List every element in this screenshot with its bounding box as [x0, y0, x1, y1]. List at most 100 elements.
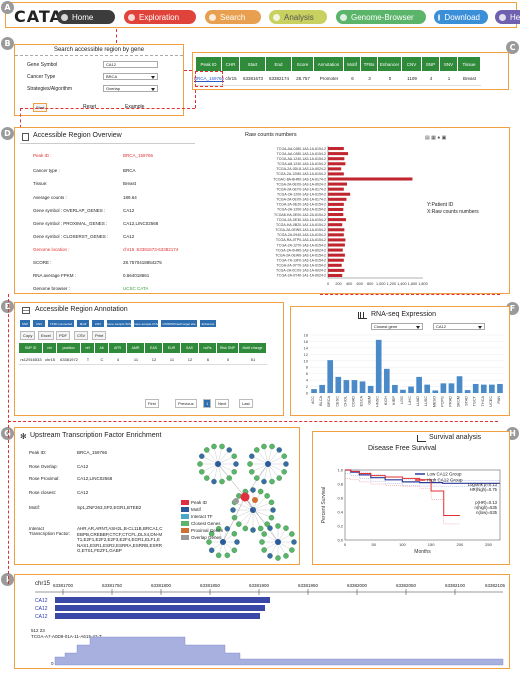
chevron-down-icon	[478, 326, 482, 329]
start-button[interactable]: Start	[33, 103, 48, 112]
pager-next-button[interactable]: Next	[215, 399, 230, 408]
annotation-tab[interactable]: CRISPR/Cas9 target site	[161, 320, 197, 327]
nav-label: Exploration	[139, 12, 180, 22]
annotation-cell: 0	[217, 354, 239, 365]
annotation-tab[interactable]: SNP	[20, 320, 30, 327]
export-print-button[interactable]: Print	[92, 331, 107, 340]
overview-field-label: Cancer type :	[33, 168, 60, 173]
y-tick-label: TCGA-2A-0DL8-1A3-1A-6024-2	[276, 167, 326, 171]
label-a: A	[1, 1, 14, 14]
nav-genome-browser-button[interactable]: Genome-Browser	[336, 10, 426, 24]
nav-search-button[interactable]: Search	[205, 10, 261, 24]
reset-button[interactable]: Reset	[83, 104, 97, 110]
logo[interactable]: CATA	[14, 7, 63, 26]
x-tick-label: KICH	[384, 396, 388, 405]
export-csv-button[interactable]: CSV	[74, 331, 89, 340]
result-header-cell: End	[266, 57, 292, 71]
signal-range-label: 512 23	[31, 628, 45, 633]
legend-swatch	[181, 500, 189, 505]
nav-dot-icon	[128, 13, 135, 21]
tf-field-value: BRCA_159766	[77, 450, 108, 455]
annotation-tab[interactable]: Gene sample CNV	[134, 320, 158, 327]
overview-title: Accessible Region Overview	[33, 132, 122, 139]
annotation-tab[interactable]: Enhancer	[200, 320, 216, 327]
strategy-select[interactable]: Overlap	[103, 85, 158, 92]
overview-field-label: Gene symbol : PROXIMAL_GENES :	[33, 221, 108, 226]
example-button[interactable]: Example	[125, 104, 145, 110]
result-header-cell: Start	[240, 57, 266, 71]
network-node	[204, 475, 210, 481]
bar	[319, 384, 325, 393]
nav-home-button[interactable]: Home	[57, 10, 115, 24]
x-tick-label: ESCA	[360, 396, 364, 407]
bar	[335, 376, 342, 393]
peak-id-link[interactable]: BRCA_159766	[194, 71, 224, 87]
y-tick-label: TCGA-2A-1200-1A3-1A-6154-2	[277, 208, 326, 212]
ruler-label: 63382050	[396, 583, 417, 588]
bar	[328, 167, 342, 171]
nav-help-button[interactable]: Help	[495, 10, 520, 24]
strategy-label: Strategies/Algorithm	[27, 86, 73, 92]
annotation-tab[interactable]: CNV	[92, 320, 104, 327]
legend-item: Overlap Genes	[181, 535, 221, 540]
nav-analysis-button[interactable]: Analysis	[269, 10, 327, 24]
line-chart-icon	[417, 435, 426, 442]
y-tick-label: TCGA-2A-0T40-1A1-1A-6024-2	[277, 274, 326, 278]
gene-symbol-input[interactable]: CA12	[103, 61, 158, 68]
annotation-tab[interactable]: TF3D connected	[48, 320, 74, 327]
network-node	[267, 553, 273, 559]
rnaseq-title: RNA-seq Expression	[371, 311, 436, 318]
genome-browser-view[interactable]: chr15 63381700 63381750 63381800 63381850 633…	[15, 575, 509, 668]
tf-field-value: AHR,AR,ARNT,ASH2L,B-CL11B,BRCA1,CEBPB,CR…	[77, 526, 163, 553]
genome-browser-link[interactable]: UCSC CATA	[123, 286, 149, 291]
nav-exploration-button[interactable]: Exploration	[124, 10, 196, 24]
gene-value: CA12	[436, 324, 447, 329]
bar	[328, 238, 346, 242]
track-label: CA12	[35, 598, 48, 604]
network-node	[275, 523, 281, 529]
export-icons[interactable]: ▤ ▦ ● ▣	[425, 135, 447, 141]
ruler-label: 63381900	[249, 583, 270, 588]
document-icon	[22, 133, 29, 141]
tf-network-graph[interactable]	[183, 442, 298, 562]
y-tick-label: TCGA-2A-0EW0-1A3-1A-6154-2	[275, 253, 326, 257]
annotation-header-cell: Alt	[95, 343, 109, 353]
pager-last-button[interactable]: Last	[239, 399, 253, 408]
result-header-cell: SNP	[422, 57, 440, 71]
x-tick-label: 200	[335, 282, 341, 286]
network-edge	[252, 495, 268, 511]
bar	[472, 383, 479, 393]
tf-field-value: CA12,LINC02568	[77, 476, 113, 481]
x-tick-label: STAD	[465, 396, 469, 406]
annotation-tab[interactable]: CNV	[33, 320, 45, 327]
peak-node	[240, 492, 250, 502]
result-cell: 28.757	[292, 72, 314, 86]
annotation-tab[interactable]: Motif	[77, 320, 89, 327]
export-copy-button[interactable]: Copy	[20, 331, 36, 340]
signal-min-label: 0	[51, 661, 54, 666]
network-edge	[256, 449, 269, 465]
stat-label: n(low)=535	[476, 510, 498, 515]
connector-line	[8, 294, 9, 584]
legend-item: Interact TF	[181, 514, 213, 519]
tf-field-label: Rose Overlap:	[29, 464, 58, 469]
pager-first-button[interactable]: First	[145, 399, 159, 408]
x-tick-label: KIRP	[392, 396, 396, 405]
x-tick-label: 800	[367, 282, 373, 286]
gene-category-select[interactable]: Closest gene	[371, 323, 423, 330]
cancer-type-select[interactable]: BRCA	[103, 73, 158, 80]
nav-download-button[interactable]: Download	[434, 10, 488, 24]
legend-swatch	[181, 528, 189, 533]
network-node	[224, 525, 231, 532]
export-pdf-button[interactable]: PDF	[56, 331, 70, 340]
result-cell: 4	[422, 72, 440, 86]
network-node	[231, 453, 237, 459]
pager-previous-button[interactable]: Previous	[175, 399, 197, 408]
legend-label: Interact TF	[191, 514, 213, 519]
annotation-tab[interactable]: Gene sample SNV	[107, 320, 131, 327]
network-edge	[252, 509, 268, 525]
network-node	[211, 443, 217, 450]
pager-1-button[interactable]: 1	[203, 399, 212, 408]
export-excel-button[interactable]: Excel	[38, 331, 54, 340]
gene-select[interactable]: CA12	[433, 323, 485, 330]
